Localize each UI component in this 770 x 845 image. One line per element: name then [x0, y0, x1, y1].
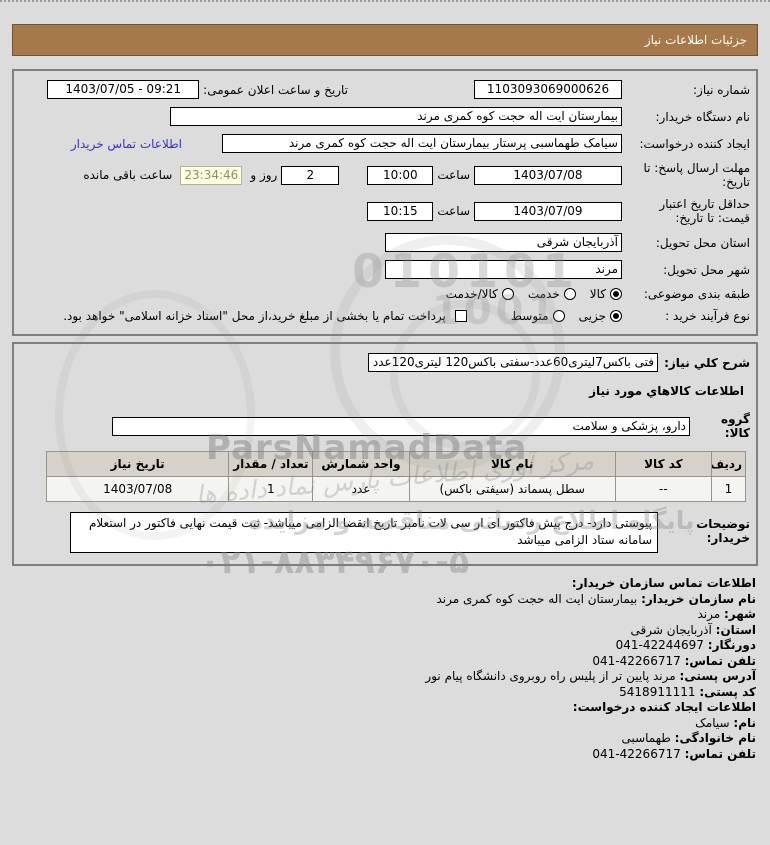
validity-time-field[interactable]: 10:15: [367, 201, 434, 221]
minor-radio-label: جزیی: [578, 309, 606, 323]
creator-phone-line: تلفن تماس: 42266717-041: [592, 746, 756, 761]
delivery-province-label: استان محل تحویل:: [655, 235, 750, 250]
radio-option-goods: کالا: [590, 287, 622, 301]
need-number-row: شماره نیاز: 1103093069000626 تاریخ و ساع…: [20, 80, 750, 99]
cell-item-code: --: [614, 476, 712, 502]
creator-section-header: اطلاعات ایجاد کننده درخواست:: [572, 700, 756, 714]
delivery-city-row: شهر محل تحویل: مرند: [20, 260, 750, 279]
first-name-line: نام: سیامک: [695, 715, 756, 730]
goods-table-header-row: ردیف کد کالا نام کالا واحد شمارش تعداد /…: [45, 451, 747, 477]
deadline-time-field[interactable]: 10:00: [367, 165, 434, 185]
delivery-city-label: شهر محل تحویل:: [663, 262, 750, 277]
medium-radio[interactable]: [552, 310, 565, 322]
table-row: 1 -- سطل پسماند (سیفتی باکس) عدد 1 1403/…: [45, 476, 747, 502]
request-creator-row: ایجاد کننده درخواست: سیامک طهماسبی پرستا…: [20, 134, 750, 153]
buyer-contact-link[interactable]: اطلاعات تماس خریدار: [70, 136, 182, 151]
buyer-notes-textarea[interactable]: پیوستی دارد- درج پیش فاکتور ای ار سی لات…: [70, 512, 658, 553]
radio-option-medium: متوسط: [511, 309, 565, 323]
goods-group-row: گروه کالا: دارو، پزشکی و سلامت: [20, 412, 750, 440]
validity-hour-label: ساعت: [437, 204, 470, 218]
cell-unit: عدد: [312, 476, 410, 502]
treasury-note-label: پرداخت تمام یا بخشی از مبلغ خرید،از محل …: [63, 309, 446, 323]
announce-datetime-field[interactable]: 1403/07/05 - 09:21: [47, 80, 200, 99]
col-row-number: ردیف: [710, 451, 747, 477]
subject-classification-row: طبقه بندی موضوعی: کالا خدمت کالا/خدمت: [20, 287, 750, 301]
radio-option-service: خدمت: [528, 287, 576, 301]
need-description-row: شرح کلي نیاز: فتی باکس7لیتری60عدد-سفتی ب…: [20, 353, 750, 372]
contact-section-header: اطلاعات تماس سازمان خریدار:: [571, 576, 756, 590]
cell-item-name: سطل پسماند (سیفتی باکس): [408, 476, 616, 502]
treasury-checkbox[interactable]: [454, 310, 467, 322]
response-deadline-label: مهلت ارسال پاسخ: تا تاریخ:: [643, 161, 750, 189]
cell-need-date: 1403/07/08: [45, 476, 230, 502]
delivery-city-field[interactable]: مرند: [385, 260, 622, 279]
countdown-timer: 23:34:46: [180, 165, 243, 185]
deadline-hour-label: ساعت: [437, 168, 470, 182]
delivery-province-field[interactable]: آذربایجان شرقی: [385, 233, 622, 252]
goods-radio-label: کالا: [589, 287, 606, 301]
need-description-field[interactable]: فتی باکس7لیتری60عدد-سفتی باکس120 لیتری12…: [368, 353, 658, 372]
goods-service-radio-label: کالا/خدمت: [445, 287, 498, 301]
goods-group-field[interactable]: دارو، پزشکی و سلامت: [112, 416, 690, 436]
required-goods-header: اطلاعات کالاهاي مورد نیاز: [589, 384, 744, 398]
price-validity-label: حداقل تاریخ اعتبار قیمت: تا تاریخ:: [659, 197, 750, 225]
contact-section: اطلاعات تماس سازمان خریدار: نام سازمان خ…: [0, 576, 770, 762]
buyer-org-field[interactable]: بیمارستان ایت اله حجت کوه کمری مرند: [170, 107, 622, 126]
col-need-date: تاریخ نیاز: [45, 451, 230, 477]
need-number-label: شماره نیاز:: [693, 82, 750, 97]
days-label: روز و: [250, 168, 278, 182]
province-line: استان: آذربایجان شرقی: [630, 622, 756, 637]
col-unit: واحد شمارش: [312, 451, 410, 477]
hours-remaining-label: ساعت باقی مانده: [83, 168, 173, 182]
page-title: جزئیات اطلاعات نیاز: [12, 24, 758, 56]
last-name-line: نام خانوادگی: طهماسبی: [621, 731, 756, 745]
validity-date-field[interactable]: 1403/07/09: [474, 201, 622, 221]
radio-option-minor: جزیی: [579, 309, 622, 323]
top-dotted-divider: [0, 0, 770, 2]
service-radio-label: خدمت: [527, 287, 560, 301]
need-description-label: شرح کلي نیاز:: [664, 355, 750, 370]
request-creator-label: ایجاد کننده درخواست:: [639, 136, 750, 151]
postal-address-line: آدرس پستی: مرند پایین تر از پلیس راه روب…: [425, 669, 756, 683]
buyer-org-label: نام دستگاه خریدار:: [655, 109, 751, 124]
fax-line: دورنگار: 42244697-041: [615, 638, 756, 652]
purchase-process-row: نوع فرآیند خرید : جزیی متوسط پرداخت تمام…: [20, 309, 750, 323]
buyer-notes-label: توضیحات خریدار:: [696, 517, 750, 545]
col-quantity: تعداد / مقدار: [228, 451, 314, 477]
buyer-org-name-line: نام سازمان خریدار: بیمارستان ایت اله حجت…: [436, 591, 756, 606]
medium-radio-label: متوسط: [510, 309, 549, 323]
buyer-org-row: نام دستگاه خریدار: بیمارستان ایت اله حجت…: [20, 107, 750, 126]
goods-panel: شرح کلي نیاز: فتی باکس7لیتری60عدد-سفتی ب…: [12, 342, 758, 566]
goods-service-radio[interactable]: [501, 288, 514, 300]
cell-quantity: 1: [228, 476, 314, 502]
subject-classification-label: طبقه بندی موضوعی:: [643, 287, 750, 301]
buyer-notes-row: توضیحات خریدار: پیوستی دارد- درج پیش فاک…: [20, 512, 750, 553]
service-radio[interactable]: [563, 288, 576, 300]
deadline-date-field[interactable]: 1403/07/08: [474, 165, 622, 185]
goods-group-label: گروه کالا:: [721, 412, 750, 440]
request-creator-field[interactable]: سیامک طهماسبی پرستار بیمارستان ایت اله ح…: [222, 134, 622, 153]
phone-line: تلفن تماس: 42266717-041: [592, 653, 756, 668]
minor-radio[interactable]: [610, 310, 622, 322]
price-validity-row: حداقل تاریخ اعتبار قیمت: تا تاریخ: 1403/…: [20, 197, 750, 225]
goods-radio[interactable]: [610, 288, 622, 300]
postal-code-line: کد پستی: 5418911111: [619, 684, 756, 699]
need-info-panel: شماره نیاز: 1103093069000626 تاریخ و ساع…: [12, 69, 758, 336]
response-deadline-row: مهلت ارسال پاسخ: تا تاریخ: 1403/07/08 سا…: [20, 161, 750, 189]
col-item-name: نام کالا: [408, 451, 616, 477]
delivery-province-row: استان محل تحویل: آذربایجان شرقی: [20, 233, 750, 252]
announce-datetime-label: تاریخ و ساعت اعلان عمومی:: [203, 82, 348, 97]
need-number-field[interactable]: 1103093069000626: [474, 80, 622, 99]
purchase-process-label: نوع فرآیند خرید :: [665, 309, 750, 323]
radio-option-goods-service: کالا/خدمت: [446, 287, 514, 301]
goods-table: ردیف کد کالا نام کالا واحد شمارش تعداد /…: [45, 451, 747, 502]
days-remaining-field[interactable]: 2: [281, 165, 340, 185]
cell-row-number: 1: [710, 476, 747, 502]
city-line: شهر: مرند: [697, 607, 756, 621]
col-item-code: کد کالا: [614, 451, 712, 477]
